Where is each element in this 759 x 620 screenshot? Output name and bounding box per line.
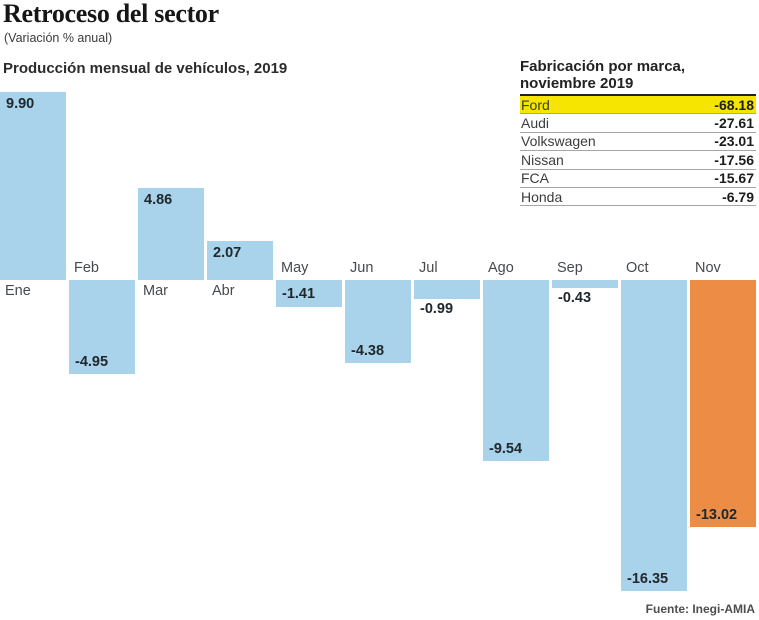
table-row-honda: Honda -6.79 bbox=[520, 188, 756, 207]
brand-name: Ford bbox=[521, 96, 550, 113]
brand-value: -27.61 bbox=[714, 115, 754, 132]
table-row-ford: Ford -68.18 bbox=[520, 96, 756, 115]
chart-title: Producción mensual de vehículos, 2019 bbox=[3, 60, 288, 77]
bar-oct bbox=[621, 280, 687, 591]
brand-value: -68.18 bbox=[714, 96, 754, 113]
month-label-feb: Feb bbox=[74, 260, 99, 276]
bar-nov bbox=[690, 280, 756, 527]
bar-jun bbox=[345, 280, 411, 363]
brand-name: Audi bbox=[521, 115, 550, 132]
bar-value-nov: -13.02 bbox=[696, 507, 738, 523]
brand-name: FCA bbox=[521, 170, 549, 187]
page-title: Retroceso del sector bbox=[3, 0, 219, 28]
bar-ago bbox=[483, 280, 549, 461]
brand-name: Volkswagen bbox=[521, 133, 596, 150]
bar-sep bbox=[552, 280, 618, 288]
table-title-line2: noviembre 2019 bbox=[520, 74, 634, 92]
bar-value-mar: 4.86 bbox=[144, 192, 173, 208]
table-row-volkswagen: Volkswagen -23.01 bbox=[520, 133, 756, 152]
bar-value-jul: -0.99 bbox=[420, 301, 454, 317]
bar-value-may: -1.41 bbox=[282, 286, 316, 302]
bar-jul bbox=[414, 280, 480, 299]
brand-value: -23.01 bbox=[714, 133, 754, 150]
bar-feb bbox=[69, 280, 135, 374]
month-label-ago: Ago bbox=[488, 260, 514, 276]
brand-value: -17.56 bbox=[714, 151, 754, 168]
bar-value-ago: -9.54 bbox=[489, 441, 523, 457]
month-label-ene: Ene bbox=[5, 283, 31, 299]
bar-ene bbox=[0, 92, 66, 280]
brand-name: Nissan bbox=[521, 151, 564, 168]
page-subtitle: (Variación % anual) bbox=[4, 31, 113, 45]
bar-value-sep: -0.43 bbox=[558, 290, 592, 306]
month-label-may: May bbox=[281, 260, 309, 276]
brand-value: -6.79 bbox=[722, 188, 754, 205]
bar-may bbox=[276, 280, 342, 307]
bar-value-abr: 2.07 bbox=[213, 245, 242, 261]
brand-table: Fabricación por marca, noviembre 2019 Fo… bbox=[520, 58, 756, 207]
bar-mar bbox=[138, 188, 204, 280]
month-label-oct: Oct bbox=[626, 260, 649, 276]
month-label-nov: Nov bbox=[695, 260, 721, 276]
month-label-mar: Mar bbox=[143, 283, 168, 299]
bar-value-feb: -4.95 bbox=[75, 354, 109, 370]
bar-abr bbox=[207, 241, 273, 280]
table-rows: Ford -68.18 Audi -27.61 Volkswagen -23.01 Niss… bbox=[520, 94, 756, 207]
table-row-audi: Audi -27.61 bbox=[520, 114, 756, 133]
brand-value: -15.67 bbox=[714, 170, 754, 187]
bar-value-jun: -4.38 bbox=[351, 343, 385, 359]
month-label-jul: Jul bbox=[419, 260, 438, 276]
month-label-sep: Sep bbox=[557, 260, 583, 276]
month-label-jun: Jun bbox=[350, 260, 374, 276]
table-row-fca: FCA -15.67 bbox=[520, 170, 756, 188]
table-title-line1: Fabricación por marca, bbox=[520, 58, 686, 75]
brand-name: Honda bbox=[521, 188, 563, 205]
bar-value-ene: 9.90 bbox=[6, 96, 35, 112]
table-row-nissan: Nissan -17.56 bbox=[520, 151, 756, 170]
bar-value-oct: -16.35 bbox=[627, 571, 669, 587]
source-credit: Fuente: Inegi-AMIA bbox=[645, 602, 755, 616]
month-label-abr: Abr bbox=[212, 283, 235, 299]
